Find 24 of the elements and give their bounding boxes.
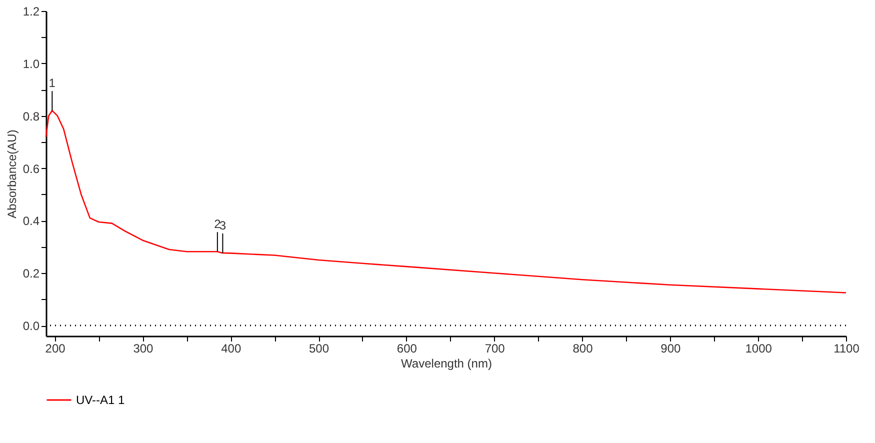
y-tick-label: 0.0 [22, 319, 40, 334]
y-axis-title: Absorbance(AU) [4, 130, 19, 218]
y-tick-label: 0.2 [22, 266, 40, 281]
y-tick-label: 0.8 [22, 109, 40, 124]
x-tick-label: 700 [484, 342, 506, 356]
y-tick-label: 0.6 [22, 162, 40, 176]
x-tick-label: 1100 [834, 342, 860, 356]
x-tick-label: 600 [396, 342, 418, 356]
line-series [45, 110, 847, 294]
x-tick-label: 300 [133, 342, 154, 356]
annotation: 2 [214, 217, 222, 232]
x-tick-label: 1000 [745, 342, 772, 356]
x-tick-label: 200 [45, 342, 66, 356]
legend-label: UV--A1 1 [76, 393, 126, 407]
annotation: 3 [219, 218, 226, 232]
y-tick-label: 0.4 [22, 214, 40, 228]
y-tick-label: 1.2 [22, 4, 40, 18]
annotation: 1 [48, 76, 56, 90]
x-tick-label: 900 [660, 342, 682, 356]
x-tick-label: 800 [572, 342, 594, 356]
x-axis-title: Wavelength (nm) [401, 356, 492, 370]
y-tick-label: 1.0 [22, 56, 40, 71]
x-tick-label: 500 [309, 342, 330, 356]
x-tick-label: 400 [221, 342, 242, 356]
